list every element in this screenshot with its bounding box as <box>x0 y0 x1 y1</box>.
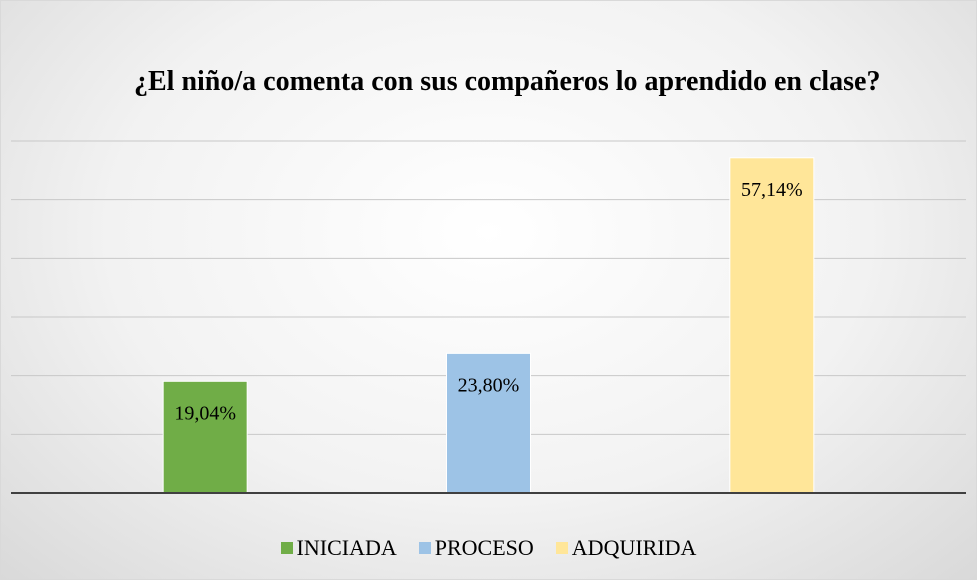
data-label: 19,04% <box>174 402 236 424</box>
legend-swatch <box>555 542 568 554</box>
legend-swatch <box>418 542 431 554</box>
bar <box>729 157 815 494</box>
legend-swatch <box>280 542 293 554</box>
legend-label: ADQUIRIDA <box>571 535 697 560</box>
legend-item: PROCESO <box>418 535 534 561</box>
chart-title: ¿El niño/a comenta con sus compañeros lo… <box>134 66 881 97</box>
legend-item: ADQUIRIDA <box>555 535 697 561</box>
bar <box>162 380 248 494</box>
legend: INICIADA PROCESO ADQUIRIDA <box>1 535 976 561</box>
data-label: 23,80% <box>458 374 520 396</box>
legend-label: PROCESO <box>434 535 534 560</box>
legend-item: INICIADA <box>280 535 397 561</box>
bar <box>446 352 531 494</box>
legend-label: INICIADA <box>296 535 397 560</box>
data-label: 57,14% <box>741 179 803 201</box>
